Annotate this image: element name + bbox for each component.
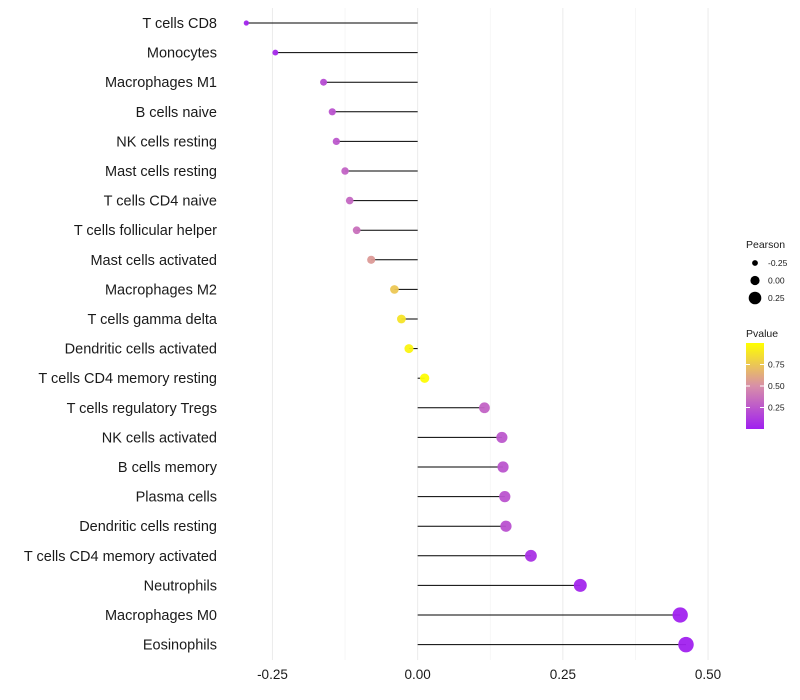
x-tick-label: 0.25 [550,667,576,682]
data-point [345,196,354,205]
data-point [479,402,490,414]
x-axis-ticks: -0.25 0.00 0.25 0.50 [257,667,721,682]
category-label: B cells naive [136,105,217,121]
color-legend: Pvalue 0.75 0.50 0.25 [746,328,785,429]
size-legend-dot [750,275,760,286]
category-label: T cells CD4 naive [104,194,217,210]
x-tick-label: 0.00 [405,667,431,682]
data-point [573,578,587,592]
color-legend-label: 0.75 [768,360,785,370]
size-legend-title: Pearson [746,239,785,251]
data-point [341,167,349,175]
data-point [524,549,537,562]
data-point [497,461,509,473]
category-label: Neutrophils [144,578,217,594]
category-label: Dendritic cells activated [65,342,217,358]
category-label: NK cells activated [102,430,217,446]
category-label: Plasma cells [136,490,217,506]
data-point [678,636,694,653]
size-legend-label: -0.25 [768,258,788,268]
data-point [332,137,340,146]
size-legend-dot [752,260,758,266]
data-point [672,607,688,623]
data-point [328,108,336,116]
data-point [499,490,511,503]
grid-lines [271,8,709,660]
category-label: T cells CD4 memory activated [24,549,217,565]
color-legend-label: 0.25 [768,403,785,413]
category-label: Eosinophils [143,638,217,654]
data-point [320,78,328,86]
category-label: NK cells resting [116,134,217,150]
category-label: Macrophages M2 [105,282,217,298]
category-labels: T cells CD8 Monocytes Macrophages M1 B cell… [24,16,218,654]
category-label: T cells CD4 memory resting [38,371,217,387]
color-legend-label: 0.50 [768,381,785,391]
data-point [352,226,361,235]
category-label: B cells memory [118,460,218,476]
category-label: T cells follicular helper [74,223,217,239]
x-tick-label: -0.25 [257,667,288,682]
category-label: Mast cells activated [90,253,217,269]
category-label: Macrophages M0 [105,608,217,624]
x-tick-label: 0.50 [695,667,721,682]
category-label: T cells CD8 [142,16,217,32]
category-label: Monocytes [147,46,217,62]
data-point [496,431,508,443]
data-point [243,20,249,26]
category-label: T cells gamma delta [88,312,218,328]
color-legend-title: Pvalue [746,328,778,340]
data-point [404,344,414,354]
size-legend-dot [748,291,762,305]
stems [246,22,686,646]
size-legend: Pearson -0.25 0.00 0.25 [746,239,788,305]
data-point [390,285,399,294]
size-legend-label: 0.25 [768,293,785,303]
category-label: Mast cells resting [105,164,217,180]
data-point [419,373,430,383]
category-label: T cells regulatory Tregs [67,401,217,417]
size-legend-label: 0.00 [768,276,785,286]
data-point [396,314,406,324]
category-label: Macrophages M1 [105,75,217,91]
data-point [272,49,279,56]
color-legend-bar [746,343,764,429]
data-point [367,255,376,264]
data-point [500,520,512,532]
data-points [243,20,694,653]
category-label: Dendritic cells resting [79,519,217,535]
